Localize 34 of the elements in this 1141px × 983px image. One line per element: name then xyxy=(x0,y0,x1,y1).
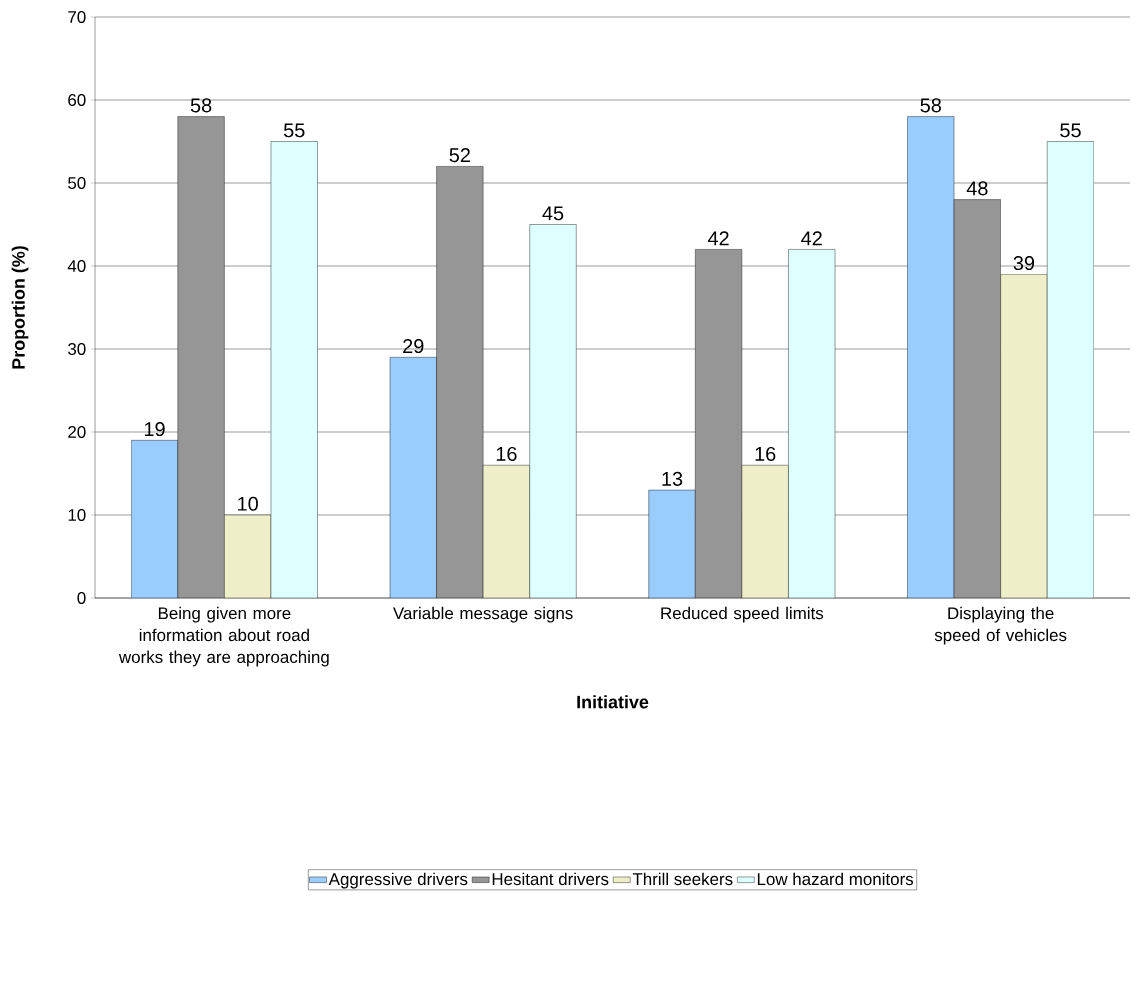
x-tick-label: Reduced speed limits xyxy=(661,606,824,623)
legend-label: Low hazard monitors xyxy=(757,872,914,886)
data-label: 55 xyxy=(283,123,305,138)
data-label: 13 xyxy=(662,471,683,486)
y-tick-label: 20 xyxy=(68,426,86,439)
y-tick-label: 70 xyxy=(68,11,86,24)
data-label: 52 xyxy=(449,148,470,163)
y-tick-label: 40 xyxy=(67,260,86,273)
x-tick-label: Variable message signs xyxy=(392,606,573,623)
data-label: 48 xyxy=(966,181,988,196)
data-label: 42 xyxy=(801,231,822,246)
data-label: 45 xyxy=(542,206,564,221)
data-label: 58 xyxy=(190,98,212,113)
data-label: 19 xyxy=(144,422,165,437)
legend-label: Hesitant drivers xyxy=(492,872,609,886)
y-tick-label: 60 xyxy=(68,94,86,107)
data-label: 29 xyxy=(403,339,424,354)
y-tick-label: 30 xyxy=(68,343,86,356)
x-axis-title: Initiative xyxy=(577,695,649,709)
data-label: 42 xyxy=(707,231,729,246)
y-tick-label: 50 xyxy=(68,177,86,190)
data-label: 39 xyxy=(1013,256,1035,271)
legend-label: Aggressive drivers xyxy=(328,872,468,889)
y-axis-title: Proportion (%) xyxy=(11,246,29,369)
data-label: 58 xyxy=(920,98,941,113)
y-tick-label: 10 xyxy=(68,509,86,522)
data-label: 16 xyxy=(755,446,776,461)
data-label: 55 xyxy=(1060,123,1081,138)
data-label: 10 xyxy=(238,496,258,511)
data-label: 16 xyxy=(496,446,517,461)
y-tick-label: 0 xyxy=(77,592,86,605)
x-tick-label: Displaying the speed of vehicles xyxy=(934,606,1067,645)
legend-label: Thrill seekers xyxy=(632,872,733,886)
x-tick-label: Being given more information about road works they are approaching xyxy=(118,606,329,667)
